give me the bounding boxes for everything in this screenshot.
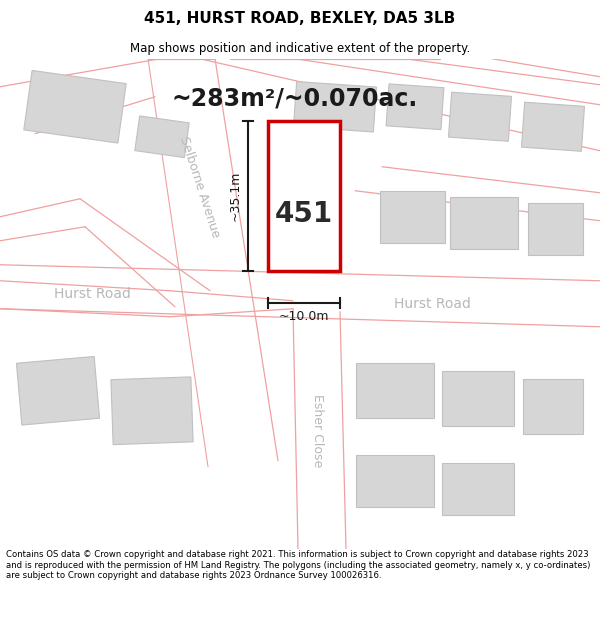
Polygon shape bbox=[442, 462, 514, 515]
Polygon shape bbox=[293, 309, 346, 549]
Polygon shape bbox=[0, 265, 600, 327]
Polygon shape bbox=[521, 102, 584, 151]
Polygon shape bbox=[111, 377, 193, 444]
Text: ~283m²/~0.070ac.: ~283m²/~0.070ac. bbox=[172, 87, 418, 111]
Polygon shape bbox=[527, 202, 583, 255]
Text: Hurst Road: Hurst Road bbox=[53, 287, 130, 301]
Polygon shape bbox=[523, 379, 583, 434]
Polygon shape bbox=[356, 455, 434, 507]
Polygon shape bbox=[442, 371, 514, 426]
Polygon shape bbox=[450, 197, 518, 249]
Polygon shape bbox=[135, 116, 189, 158]
Text: ~35.1m: ~35.1m bbox=[229, 171, 242, 221]
Polygon shape bbox=[386, 84, 444, 129]
Text: Selborne Avenue: Selborne Avenue bbox=[178, 134, 223, 239]
Polygon shape bbox=[268, 121, 340, 271]
Text: Esher Close: Esher Close bbox=[311, 394, 325, 468]
Text: 451: 451 bbox=[275, 200, 333, 228]
Text: Contains OS data © Crown copyright and database right 2021. This information is : Contains OS data © Crown copyright and d… bbox=[6, 550, 590, 580]
Text: Hurst Road: Hurst Road bbox=[394, 297, 470, 311]
Polygon shape bbox=[24, 71, 126, 143]
Text: 451, HURST ROAD, BEXLEY, DA5 3LB: 451, HURST ROAD, BEXLEY, DA5 3LB bbox=[145, 11, 455, 26]
Polygon shape bbox=[293, 81, 376, 132]
Text: Map shows position and indicative extent of the property.: Map shows position and indicative extent… bbox=[130, 42, 470, 55]
Polygon shape bbox=[16, 356, 100, 425]
Polygon shape bbox=[380, 191, 445, 242]
Polygon shape bbox=[356, 363, 434, 418]
Text: ~10.0m: ~10.0m bbox=[279, 310, 329, 322]
Polygon shape bbox=[449, 92, 511, 141]
Polygon shape bbox=[148, 59, 278, 467]
